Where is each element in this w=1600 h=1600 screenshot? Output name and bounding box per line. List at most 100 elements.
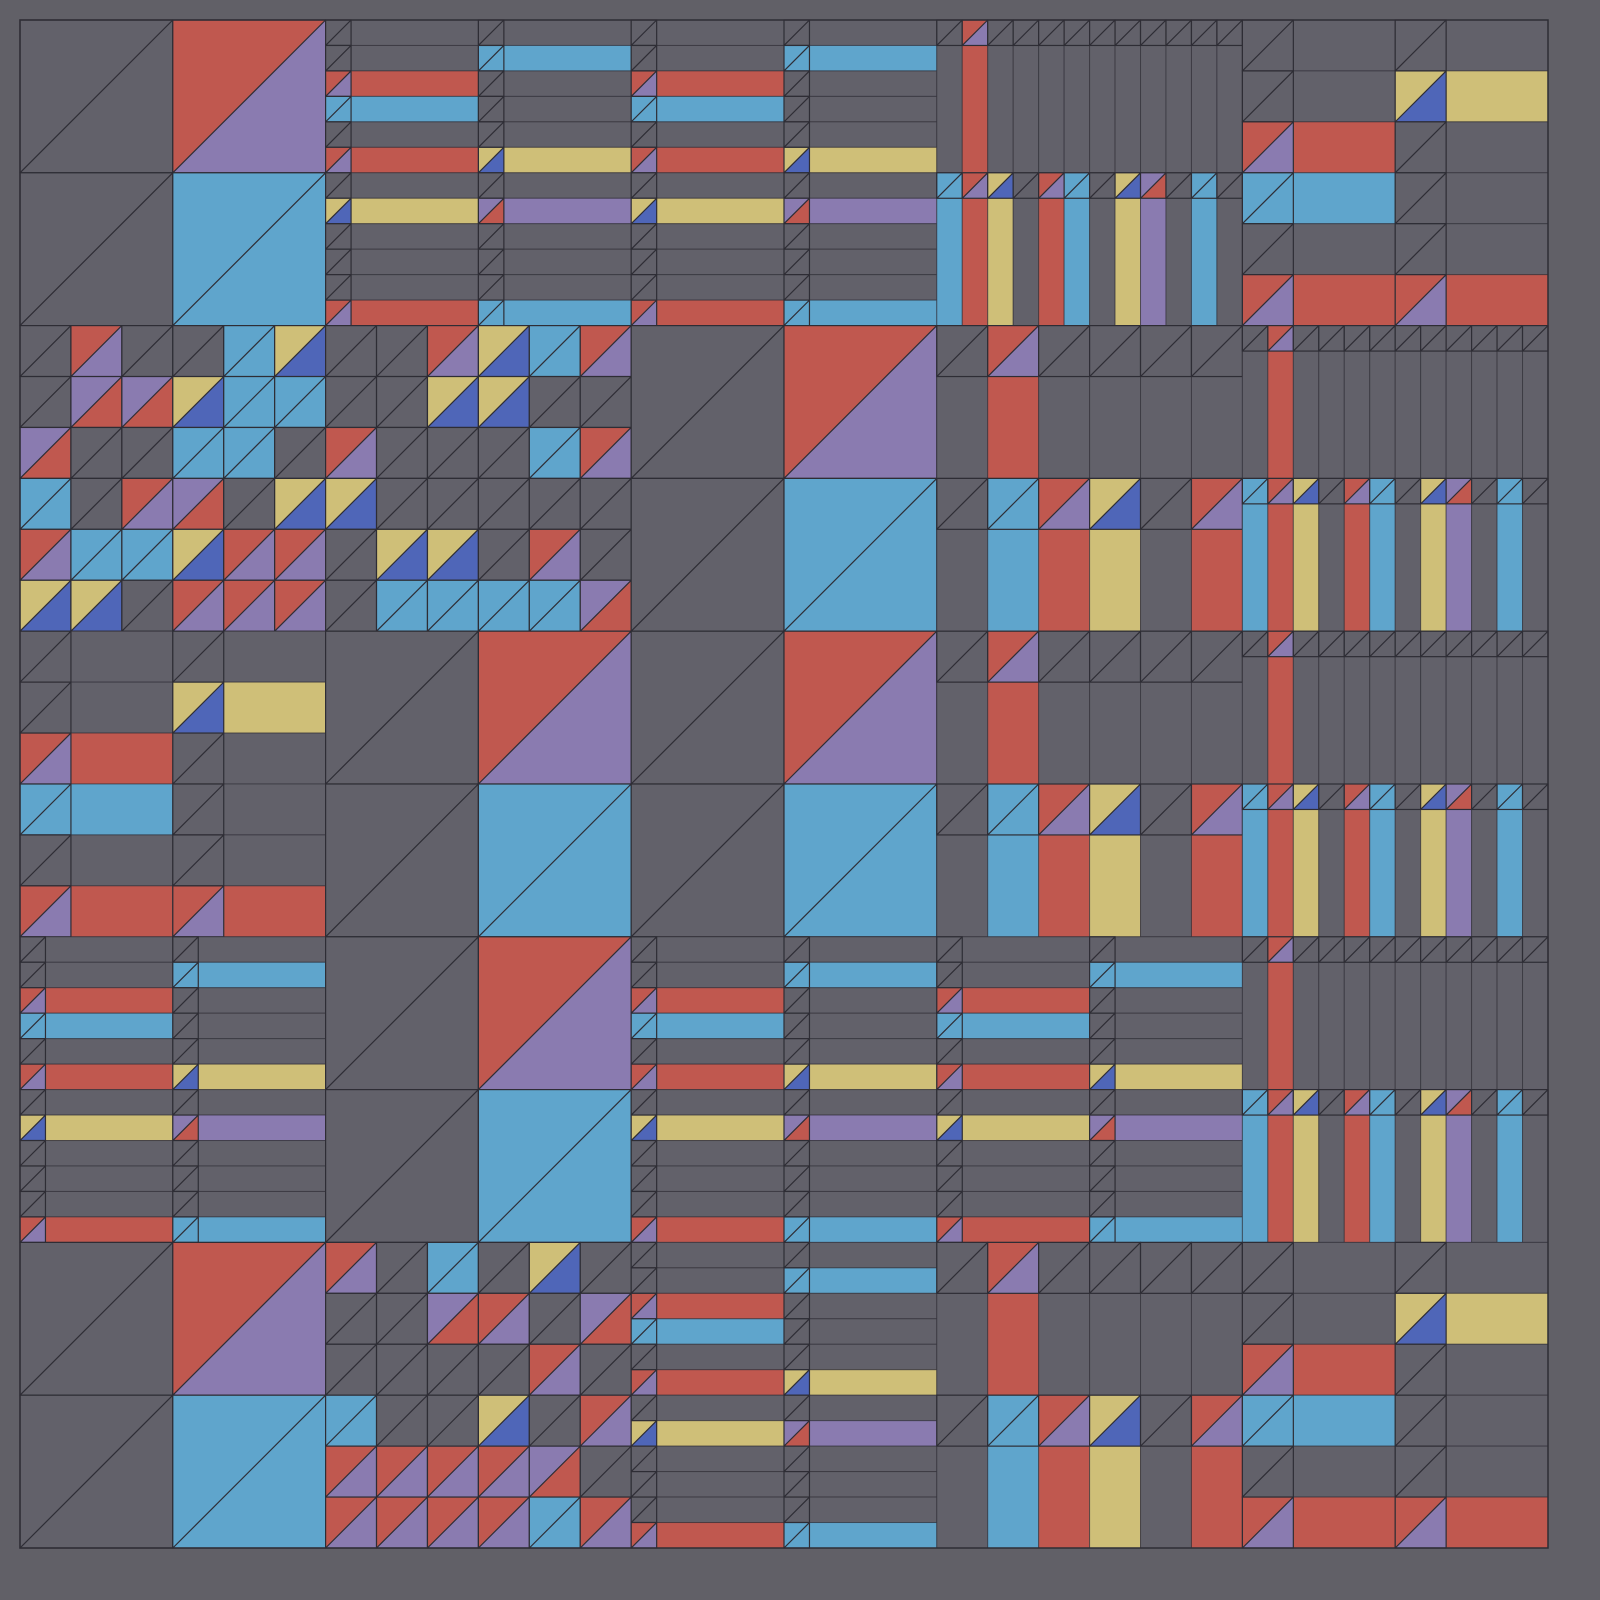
diagonal-line [477, 1445, 530, 1498]
diagonal-line [936, 1241, 989, 1294]
triangle-lower [1089, 1013, 1116, 1039]
diagonal-line [427, 1343, 479, 1396]
diagonal-line [1038, 19, 1065, 46]
diagonal-line [477, 146, 505, 174]
diagonal-line [1165, 172, 1192, 199]
diagonal-line [477, 70, 505, 97]
diagonal-line [223, 325, 276, 377]
diagonal-line [936, 1165, 963, 1192]
diagonal-line [325, 936, 479, 1091]
diagonal-line [427, 325, 479, 377]
diagonal-line [477, 1394, 530, 1447]
diagonal-line [936, 630, 989, 683]
diagonal-line [427, 477, 479, 530]
diagonal-line [579, 427, 632, 479]
diagonal-line [783, 1471, 810, 1498]
diagonal-line [528, 376, 581, 428]
diagonal-line [1038, 1241, 1091, 1294]
diagonal-line [274, 477, 327, 530]
diagonal-line [1394, 630, 1422, 658]
diagonal-line [630, 325, 785, 479]
diagonal-line [172, 936, 199, 963]
diagonal-line [325, 579, 377, 632]
diagonal-line [172, 783, 225, 836]
diagonal-line [936, 19, 963, 46]
diagonal-line [630, 630, 785, 785]
diagonal-line [579, 1292, 632, 1345]
diagonal-line [579, 325, 632, 377]
diagonal-line [172, 1012, 199, 1040]
diagonal-line [1191, 477, 1243, 530]
diagonal-line [783, 1292, 810, 1320]
diagonal-line [936, 477, 989, 530]
diagonal-line [172, 681, 225, 734]
diagonal-line [1318, 630, 1345, 658]
diagonal-line [630, 1394, 658, 1422]
diagonal-line [1420, 1089, 1447, 1116]
diagonal-line [477, 45, 505, 72]
diagonal-line [376, 1394, 428, 1447]
diagonal-line [325, 783, 479, 938]
diagonal-line [630, 1343, 658, 1371]
diagonal-line [19, 1216, 46, 1243]
diagonal-line [1369, 1089, 1396, 1116]
diagonal-line [1292, 936, 1320, 963]
diagonal-line [1241, 325, 1269, 352]
diagonal-line [1496, 1089, 1523, 1116]
diagonal-line [630, 95, 658, 123]
diagonal-line [1420, 630, 1447, 658]
diagonal-line [1038, 1394, 1091, 1447]
diagonal-line [987, 783, 1040, 836]
diagonal-line [1394, 936, 1422, 963]
diagonal-line [630, 121, 658, 148]
diagonal-line [528, 1394, 581, 1447]
diagonal-line [1241, 274, 1294, 327]
diagonal-line [376, 1292, 428, 1345]
diagonal-line [172, 987, 199, 1014]
diagonal-line [1038, 477, 1091, 530]
diagonal-line [936, 172, 963, 199]
diagonal-line [477, 1343, 530, 1396]
diagonal-line [783, 1496, 810, 1523]
diagonal-line [987, 1394, 1040, 1447]
diagonal-line [783, 45, 810, 72]
diagonal-line [1241, 477, 1269, 505]
diagonal-line [936, 987, 963, 1014]
diagonal-line [1394, 70, 1447, 123]
diagonal-line [376, 1241, 428, 1294]
diagonal-line [1191, 783, 1243, 836]
diagonal-line [70, 376, 123, 428]
diagonal-line [783, 987, 810, 1014]
diagonal-line [783, 1445, 810, 1473]
diagonal-line [783, 121, 810, 148]
diagonal-line [1369, 936, 1396, 963]
diagonal-line [1292, 783, 1320, 810]
diagonal-line [70, 477, 123, 530]
diagonal-line [1038, 325, 1091, 377]
diagonal-line [1089, 19, 1116, 46]
diagonal-line [172, 172, 327, 327]
diagonal-line [528, 1496, 581, 1549]
diagonal-line [1522, 936, 1549, 963]
diagonal-line [936, 1012, 963, 1040]
diagonal-line [1191, 19, 1218, 46]
diagonal-line [172, 528, 225, 581]
diagonal-line [630, 1114, 658, 1141]
diagonal-line [1089, 1089, 1116, 1116]
diagonal-line [1267, 630, 1294, 658]
diagonal-line [19, 1191, 46, 1218]
diagonal-line [325, 1445, 377, 1498]
diagonal-line [936, 1114, 963, 1141]
diagonal-line [528, 579, 581, 632]
diagonal-line [121, 528, 174, 581]
diagonal-line [1267, 477, 1294, 505]
diagonal-line [477, 477, 530, 530]
diagonal-line [1267, 325, 1294, 352]
diagonal-line [1140, 1394, 1192, 1447]
diagonal-line [783, 1114, 810, 1141]
diagonal-line [1471, 630, 1498, 658]
diagonal-line [783, 1369, 810, 1396]
diagonal-line [1089, 1394, 1141, 1447]
diagonal-line [376, 477, 428, 530]
